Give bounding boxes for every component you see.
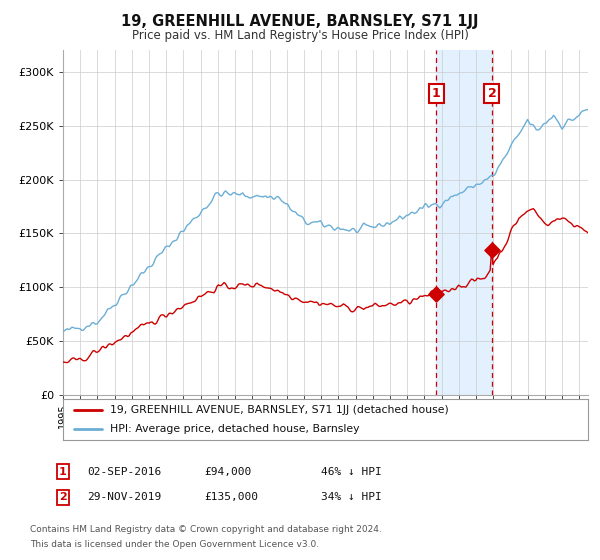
Text: This data is licensed under the Open Government Licence v3.0.: This data is licensed under the Open Gov… (30, 540, 319, 549)
Text: 1: 1 (59, 466, 67, 477)
Text: 29-NOV-2019: 29-NOV-2019 (87, 492, 161, 502)
Text: 46% ↓ HPI: 46% ↓ HPI (321, 466, 382, 477)
Bar (436, 50, 492, 395)
Point (487, 245, 497, 254)
Text: Price paid vs. HM Land Registry's House Price Index (HPI): Price paid vs. HM Land Registry's House … (131, 29, 469, 42)
Text: 2: 2 (59, 492, 67, 502)
Text: 02-SEP-2016: 02-SEP-2016 (87, 466, 161, 477)
Text: Contains HM Land Registry data © Crown copyright and database right 2024.: Contains HM Land Registry data © Crown c… (30, 525, 382, 534)
Text: £94,000: £94,000 (204, 466, 251, 477)
Text: 19, GREENHILL AVENUE, BARNSLEY, S71 1JJ: 19, GREENHILL AVENUE, BARNSLEY, S71 1JJ (121, 14, 479, 29)
Text: 1: 1 (431, 87, 440, 100)
Text: HPI: Average price, detached house, Barnsley: HPI: Average price, detached house, Barn… (110, 424, 360, 433)
Text: 19, GREENHILL AVENUE, BARNSLEY, S71 1JJ (detached house): 19, GREENHILL AVENUE, BARNSLEY, S71 1JJ … (110, 405, 449, 415)
Text: 34% ↓ HPI: 34% ↓ HPI (321, 492, 382, 502)
Text: 2: 2 (488, 87, 496, 100)
Text: £135,000: £135,000 (204, 492, 258, 502)
Point (431, 289, 441, 298)
